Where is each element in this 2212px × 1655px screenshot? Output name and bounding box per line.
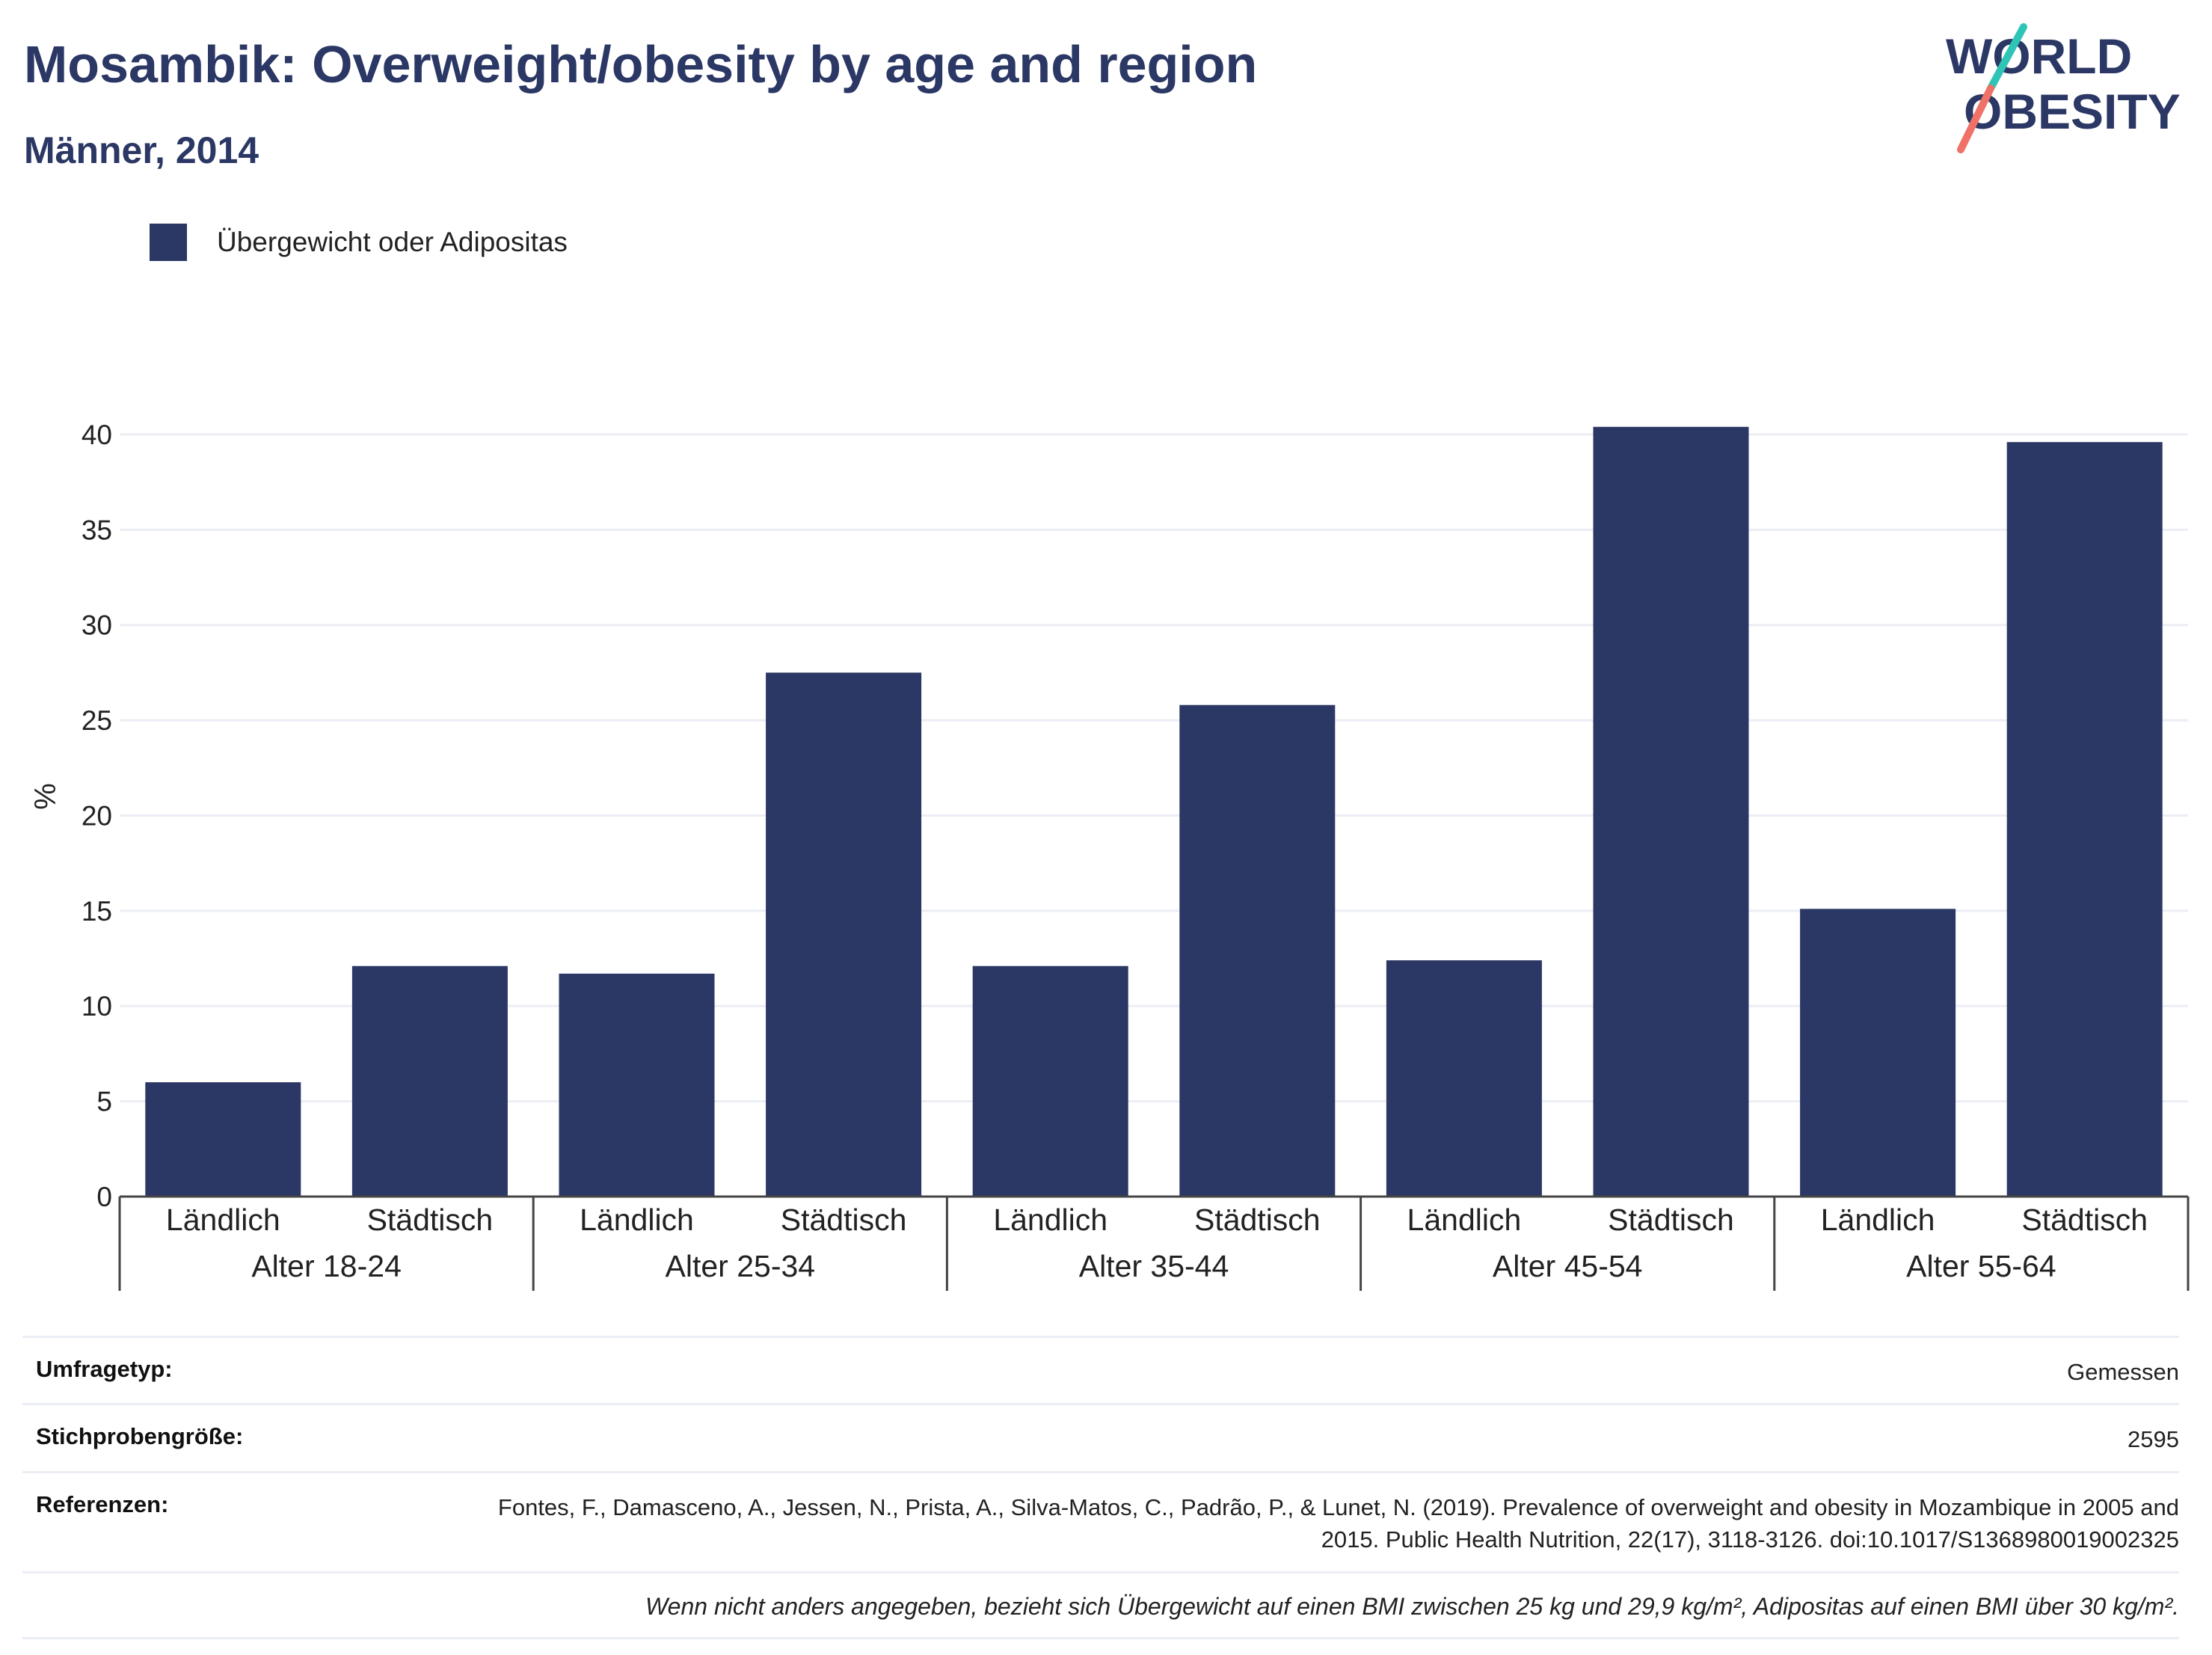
x-axis: Ländlich Städtisch Alter 18-24 Ländlich Städ…	[118, 1195, 2190, 1291]
bar	[1179, 704, 1336, 1197]
x-group-label: Alter 45-54	[1493, 1249, 1643, 1283]
sample-size-value: 2595	[2127, 1426, 2179, 1453]
legend-swatch	[150, 224, 187, 261]
x-category-label: Städtisch	[2021, 1203, 2148, 1237]
bar-chart: 0 5 10 15 20 25 30 35 40 Ländlich Städtisch Alter …	[29, 420, 2190, 1291]
info-table: Umfragetyp: Gemessen Stichprobengröße: 2…	[22, 1336, 2179, 1639]
y-tick-label: 40	[82, 420, 112, 450]
bar	[559, 973, 715, 1197]
bar	[2006, 442, 2163, 1197]
x-category-label: Ländlich	[166, 1203, 280, 1237]
x-category-label: Städtisch	[781, 1203, 907, 1237]
bars	[145, 426, 2163, 1197]
x-group-label: Alter 55-64	[1906, 1249, 2056, 1283]
y-tick-label: 30	[82, 610, 112, 641]
logo-slash-bottom	[1957, 85, 1994, 153]
bar	[351, 965, 508, 1197]
x-group-label: Alter 18-24	[251, 1249, 402, 1283]
y-tick-label: 35	[82, 515, 112, 545]
chart-subtitle: Männer, 2014	[24, 129, 259, 171]
y-tick-label: 5	[96, 1087, 112, 1117]
logo-slash-top	[1987, 23, 2027, 92]
info-row-survey-type: Umfragetyp: Gemessen	[22, 1336, 2179, 1403]
y-axis-label: %	[29, 783, 62, 810]
chart-title: Mosambik: Overweight/obesity by age and …	[24, 35, 1258, 93]
references-value: Fontes, F., Damasceno, A., Jessen, N., P…	[497, 1493, 2179, 1553]
survey-type-value: Gemessen	[2067, 1359, 2179, 1385]
bmi-definition-note: Wenn nicht anders angegeben, bezieht sic…	[22, 1570, 2179, 1639]
bar	[766, 672, 922, 1197]
sample-size-label: Stichprobengröße:	[36, 1423, 244, 1450]
info-row-sample-size: Stichprobengröße: 2595	[22, 1403, 2179, 1470]
x-category-label: Ländlich	[993, 1203, 1107, 1237]
logo-word-world: WORLD	[1946, 28, 2132, 84]
x-group-label: Alter 35-44	[1079, 1249, 1229, 1283]
info-row-references: Referenzen: Fontes, F., Damasceno, A., J…	[22, 1470, 2179, 1571]
y-tick-label: 25	[82, 705, 112, 736]
bar	[1386, 960, 1542, 1197]
x-category-label: Städtisch	[1194, 1203, 1321, 1237]
y-axis: 0 5 10 15 20 25 30 35 40	[82, 420, 112, 1212]
bar	[145, 1082, 301, 1197]
legend: Übergewicht oder Adipositas	[150, 223, 568, 262]
x-category-label: Ländlich	[1821, 1203, 1935, 1237]
world-obesity-logo: WORLD OBESITY	[1944, 22, 2199, 157]
x-group-label: Alter 25-34	[666, 1249, 816, 1283]
x-category-label: Städtisch	[1608, 1203, 1734, 1237]
x-category-label: Städtisch	[367, 1203, 494, 1237]
references-label: Referenzen:	[36, 1490, 169, 1517]
x-category-label: Ländlich	[1407, 1203, 1522, 1237]
x-category-label: Ländlich	[580, 1203, 694, 1237]
y-tick-label: 0	[96, 1182, 112, 1212]
y-tick-label: 20	[82, 800, 112, 831]
y-tick-label: 15	[82, 896, 112, 927]
legend-label: Übergewicht oder Adipositas	[217, 227, 568, 257]
survey-type-label: Umfragetyp:	[36, 1356, 173, 1382]
bar	[972, 965, 1128, 1197]
bar	[1593, 426, 1749, 1197]
logo-word-obesity: OBESITY	[1964, 84, 2181, 139]
world-obesity-logo-mark: WORLD OBESITY	[1946, 23, 2181, 153]
y-tick-label: 10	[82, 991, 112, 1022]
bar	[1800, 909, 1956, 1197]
